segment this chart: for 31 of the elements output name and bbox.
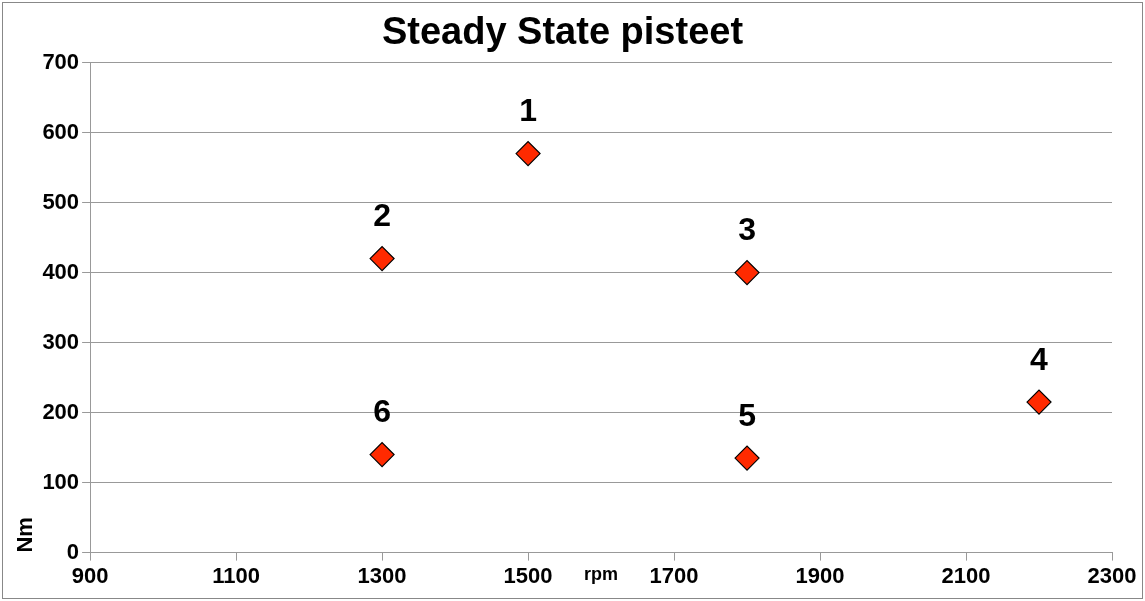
y-tick-label: 100 [42, 468, 80, 494]
y-tick-label: 200 [42, 398, 80, 424]
x-tick-label: 2300 [1087, 562, 1137, 588]
y-axis-title: Nm [12, 517, 38, 553]
x-tick-label: 2100 [941, 562, 991, 588]
x-tick-label: 1300 [357, 562, 407, 588]
point [515, 141, 541, 167]
point [734, 260, 760, 286]
annotation: 3 [738, 211, 756, 248]
x-tick-label: 1100 [212, 562, 260, 588]
y-tick-label: 0 [66, 538, 80, 564]
y-tick-label: 700 [42, 48, 80, 74]
y-tick-label: 500 [42, 188, 80, 214]
x-tick-label: 1900 [795, 562, 845, 588]
x-tick-label: 900 [71, 562, 109, 588]
x-tick-label: 1700 [649, 562, 699, 588]
y-tick-label: 300 [42, 328, 80, 354]
point [734, 445, 760, 471]
y-tick-label: 600 [42, 118, 80, 144]
annotation: 2 [373, 197, 391, 234]
annotation: 4 [1030, 340, 1049, 377]
point [1026, 389, 1052, 415]
chart-title: Steady State pisteet [381, 10, 744, 53]
point [369, 442, 395, 468]
x-tick-label: 1500 [503, 562, 553, 588]
annotation: 6 [373, 393, 391, 430]
point [369, 246, 395, 272]
y-tick-label: 400 [42, 258, 80, 284]
annotation: 1 [519, 92, 537, 129]
x-axis-title: rpm [584, 563, 619, 584]
annotation: 5 [738, 396, 756, 433]
